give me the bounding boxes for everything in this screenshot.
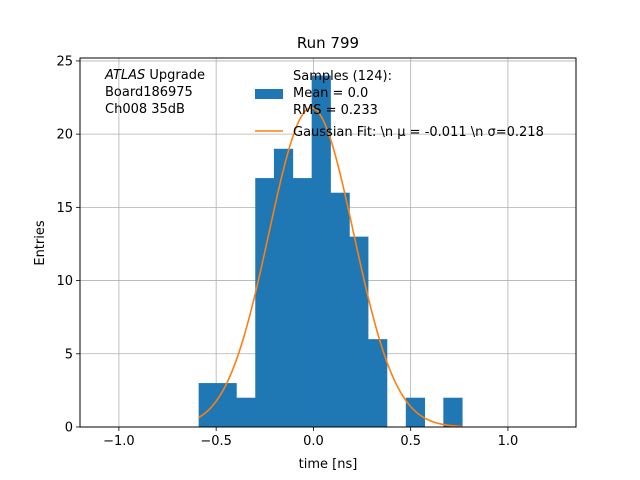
board-label: Board186975: [105, 85, 193, 100]
x-tick-label: 1.0: [498, 434, 519, 449]
y-tick-label: 20: [56, 128, 73, 143]
y-tick-label: 5: [65, 347, 73, 362]
y-tick-label: 0: [65, 421, 73, 436]
atlas-annotation: ATLAS Upgrade Board186975 Ch008 35dB: [104, 68, 205, 117]
y-axis-label: Entries: [33, 220, 48, 266]
y-axis-ticks: 0 5 10 15 20 25: [56, 54, 80, 436]
x-axis-label: time [ns]: [299, 457, 358, 472]
x-tick-label: 0.5: [400, 434, 421, 449]
histogram-bar: [443, 397, 463, 427]
histogram-bar: [368, 339, 388, 427]
plot-frame: [79, 57, 577, 428]
y-tick-label: 25: [56, 54, 73, 69]
legend-fit-label: Gaussian Fit: \n μ = -0.011 \n σ=0.218: [293, 125, 544, 140]
y-tick-label: 10: [56, 274, 73, 289]
histogram-bar: [217, 383, 237, 427]
histogram-bar: [198, 383, 218, 427]
svg-text:ATLAS Upgrade: ATLAS Upgrade: [104, 68, 205, 83]
legend-samples-line3: RMS = 0.233: [293, 103, 378, 118]
x-axis-ticks: −1.0 −0.5 0.0 0.5 1.0: [103, 427, 518, 449]
x-tick-label: −0.5: [200, 434, 232, 449]
histogram-bars: [198, 75, 463, 428]
histogram-bar: [236, 397, 256, 427]
atlas-label: ATLAS: [104, 68, 145, 83]
histogram-bar: [330, 192, 350, 427]
channel-label: Ch008 35dB: [105, 102, 185, 117]
legend-samples-line2: Mean = 0.0: [293, 86, 368, 101]
gaussian-fit-line: [198, 107, 463, 428]
legend-hist-swatch: [255, 89, 283, 99]
x-tick-label: 0.0: [303, 434, 324, 449]
histogram-bar: [349, 236, 369, 427]
chart-title: Run 799: [297, 34, 359, 52]
histogram-bar: [292, 178, 313, 427]
histogram-bar: [311, 75, 331, 428]
legend-samples-line1: Samples (124):: [293, 69, 392, 84]
legend: Samples (124): Mean = 0.0 RMS = 0.233 Ga…: [255, 69, 544, 140]
histogram-bar: [273, 148, 294, 428]
y-tick-label: 15: [56, 201, 73, 216]
x-tick-label: −1.0: [103, 434, 135, 449]
histogram-bar: [255, 178, 275, 427]
upgrade-label: Upgrade: [145, 68, 205, 83]
